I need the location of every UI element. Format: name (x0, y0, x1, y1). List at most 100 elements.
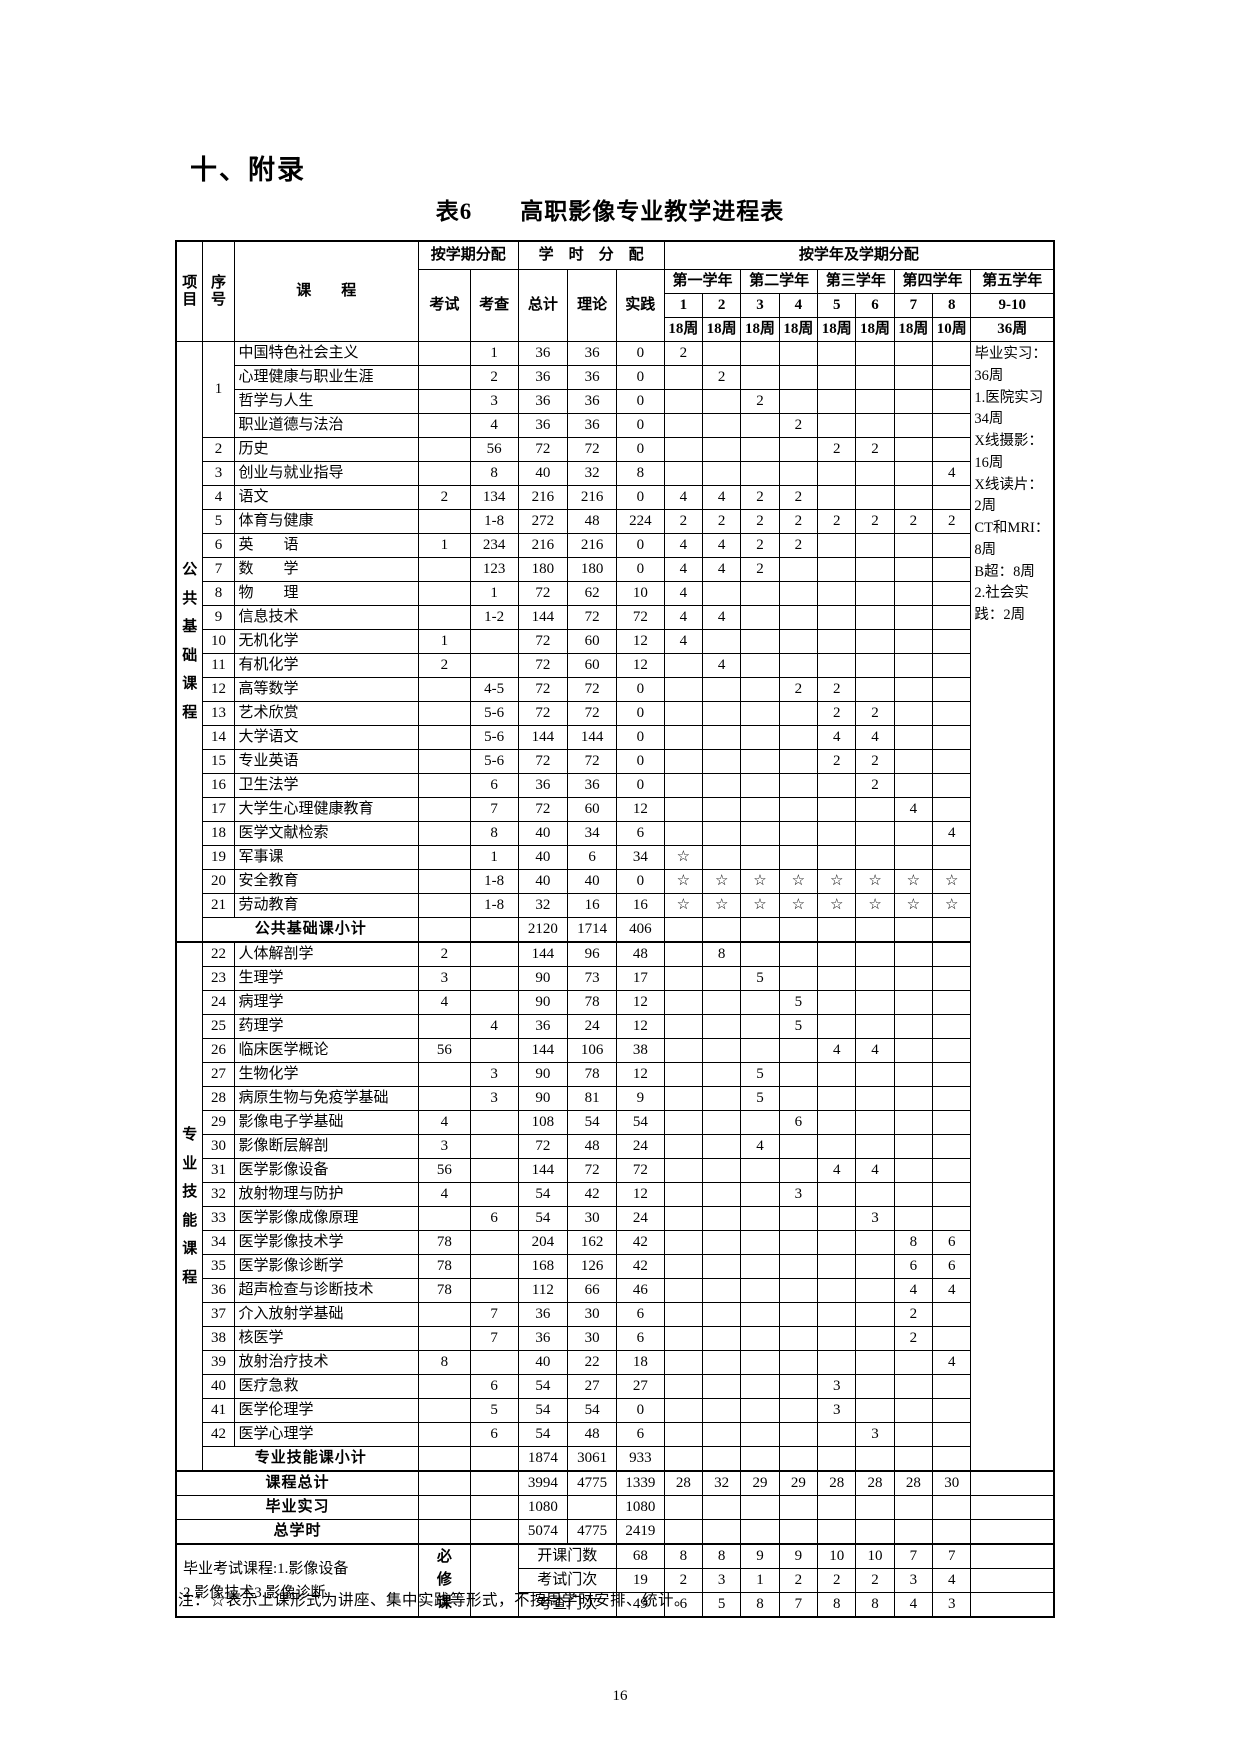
cell-sem-2-hours (701, 1062, 742, 1087)
cell-seq: 5 (202, 509, 235, 534)
cell-theory-hours: 162 (567, 1230, 617, 1255)
cell-sem-4-hours: 6 (778, 1110, 819, 1135)
cell-exam-hours (418, 797, 471, 822)
cell-seq: 40 (202, 1374, 235, 1399)
cell-exam-hours (418, 1326, 471, 1351)
cell-check-hours (469, 1519, 519, 1545)
cell-sem-8-hours (932, 1446, 972, 1472)
cell-sem-5-hours: 3 (817, 1374, 857, 1399)
cell-exam-hours: 4 (418, 990, 471, 1015)
col-header-sem-7: 7 (893, 293, 934, 318)
cell-seq: 29 (202, 1110, 235, 1135)
cell-exam-hours (418, 437, 471, 462)
grad-exam-courses-note: 毕业考试课程:1.影像设备 2.影像技术3.影像诊断 (175, 1543, 420, 1618)
cell-sem-8-hours (932, 533, 972, 558)
cell-sem-1-hours (663, 1086, 704, 1111)
cell-exam-hours: 78 (418, 1254, 471, 1279)
cell-sem-2-hours (701, 1182, 742, 1207)
cell-sem-6-hours: 4 (855, 725, 895, 750)
cell-check-hours: 7 (469, 1302, 519, 1327)
cell-sem-4-hours: 2 (778, 485, 819, 510)
cell-total-hours: 36 (517, 1326, 569, 1351)
cell-sem-7-hours: 4 (893, 797, 934, 822)
cell-sem-6-count: 8 (855, 1592, 895, 1618)
cell-sem-4-hours (778, 1374, 819, 1399)
cell-sem-3-hours (740, 1230, 780, 1255)
cell-check-hours: 234 (469, 533, 519, 558)
cell-sem-4-hours: ☆ (778, 893, 819, 918)
cell-sem-7-hours (893, 917, 934, 943)
cell-sem-5-hours (817, 533, 857, 558)
cell-sem-6-hours (855, 941, 895, 967)
cell-sem-1-hours (663, 677, 704, 702)
cell-practice-hours: 12 (615, 990, 665, 1015)
cell-sem-4-hours (778, 1350, 819, 1375)
cell-sem-8-hours (932, 677, 972, 702)
col-header-practice: 实践 (615, 269, 665, 342)
cell-sem-1-hours (663, 797, 704, 822)
cell-sem-8-hours: 6 (932, 1254, 972, 1279)
cell-course-name: 影像电子学基础 (233, 1110, 420, 1135)
cell-exam-hours (418, 509, 471, 534)
cell-sem-4-hours (778, 821, 819, 846)
cell-check-hours: 134 (469, 485, 519, 510)
cell-exam-hours: 2 (418, 653, 471, 678)
col-header-weeks-3: 18周 (740, 317, 780, 342)
cell-sem-3-hours (740, 1110, 780, 1135)
cell-practice-hours: 6 (615, 1422, 665, 1447)
cell-exam-hours (418, 341, 471, 366)
cell-sem-6-hours (855, 1278, 895, 1303)
cell-exam-hours: 2 (418, 485, 471, 510)
cell-sem-5-hours (817, 581, 857, 606)
cell-practice-hours: 6 (615, 1326, 665, 1351)
cell-practice-hours: 224 (615, 509, 665, 534)
cell-check-hours: 5-6 (469, 701, 519, 726)
cell-sem-2-hours (701, 797, 742, 822)
cell-sem-4-hours (778, 1158, 819, 1183)
cell-total-hours: 36 (517, 365, 569, 390)
cell-sem-7-hours (893, 1446, 934, 1472)
cell-sem-4-hours (778, 797, 819, 822)
cell-theory-hours: 60 (567, 797, 617, 822)
cell-practice-hours: 72 (615, 1158, 665, 1183)
cell-year5 (970, 1543, 1055, 1569)
col-header-weeks-7: 18周 (893, 317, 934, 342)
cell-sem-8-hours (932, 1134, 972, 1159)
cell-sem-2-hours: 32 (701, 1470, 742, 1496)
cell-sem-2-hours (701, 1038, 742, 1063)
col-header-weeks-8: 10周 (932, 317, 972, 342)
cell-total-hours: 72 (517, 629, 569, 654)
cell-total-hours: 216 (517, 485, 569, 510)
cell-sem-5-hours (817, 797, 857, 822)
cell-sem-1-hours (663, 773, 704, 798)
cell-sem-4-hours (778, 966, 819, 991)
cell-sem-7-hours (893, 1374, 934, 1399)
cell-sem-7-hours (893, 437, 934, 462)
cell-seq: 20 (202, 869, 235, 894)
cell-sem-2-hours (701, 1446, 742, 1472)
cell-sem-8-hours (932, 917, 972, 943)
cell-total-hours: 272 (517, 509, 569, 534)
cell-sem-7-hours (893, 653, 934, 678)
cell-sem-6-hours: 3 (855, 1206, 895, 1231)
cell-theory-hours: 4775 (567, 1519, 617, 1545)
cell-total-hours: 40 (517, 821, 569, 846)
cell-exam-hours (418, 389, 471, 414)
cell-sem-7-hours (893, 581, 934, 606)
cell-total-hours: 54 (517, 1398, 569, 1423)
cell-practice-hours: 406 (615, 917, 665, 943)
cell-sem-4-hours (778, 461, 819, 486)
cell-sem-6-hours (855, 1398, 895, 1423)
cell-sem-4-hours (778, 1062, 819, 1087)
cell-total-hours: 36 (517, 1014, 569, 1039)
cell-seq: 31 (202, 1158, 235, 1183)
cell-sem-5-hours (817, 1422, 857, 1447)
cell-sem-1-hours (663, 1278, 704, 1303)
cell-sem-1-hours (663, 1062, 704, 1087)
cell-sem-4-hours (778, 941, 819, 967)
col-header-by-year: 按学年及学期分配 (663, 240, 1055, 270)
cell-sem-2-hours (701, 1254, 742, 1279)
cell-sem-8-hours (932, 966, 972, 991)
cell-theory-hours: 30 (567, 1326, 617, 1351)
cell-sem-8-hours (932, 653, 972, 678)
